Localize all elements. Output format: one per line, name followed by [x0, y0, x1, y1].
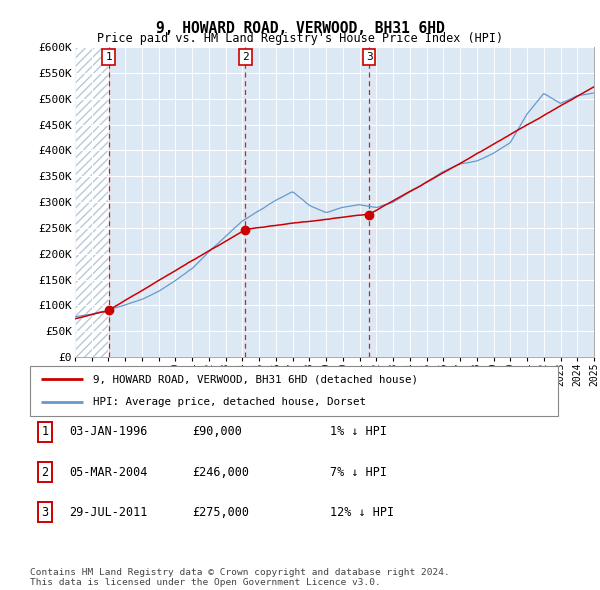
Bar: [75, 47, 109, 357]
Text: 03-JAN-1996: 03-JAN-1996: [69, 425, 148, 438]
Text: Contains HM Land Registry data © Crown copyright and database right 2024.
This d: Contains HM Land Registry data © Crown c…: [30, 568, 450, 587]
Text: 29-JUL-2011: 29-JUL-2011: [69, 506, 148, 519]
Text: £90,000: £90,000: [192, 425, 242, 438]
Text: £275,000: £275,000: [192, 506, 249, 519]
Text: 3: 3: [41, 506, 49, 519]
Text: 7% ↓ HPI: 7% ↓ HPI: [330, 466, 387, 478]
Text: HPI: Average price, detached house, Dorset: HPI: Average price, detached house, Dors…: [94, 398, 367, 408]
Text: 05-MAR-2004: 05-MAR-2004: [69, 466, 148, 478]
Text: 1: 1: [105, 52, 112, 62]
FancyBboxPatch shape: [30, 366, 558, 416]
Text: 9, HOWARD ROAD, VERWOOD, BH31 6HD: 9, HOWARD ROAD, VERWOOD, BH31 6HD: [155, 21, 445, 35]
Text: 1% ↓ HPI: 1% ↓ HPI: [330, 425, 387, 438]
Text: 12% ↓ HPI: 12% ↓ HPI: [330, 506, 394, 519]
Text: 2: 2: [242, 52, 249, 62]
Text: £246,000: £246,000: [192, 466, 249, 478]
Text: 2: 2: [41, 466, 49, 478]
Text: 9, HOWARD ROAD, VERWOOD, BH31 6HD (detached house): 9, HOWARD ROAD, VERWOOD, BH31 6HD (detac…: [94, 374, 418, 384]
Text: 3: 3: [366, 52, 373, 62]
Text: Price paid vs. HM Land Registry's House Price Index (HPI): Price paid vs. HM Land Registry's House …: [97, 32, 503, 45]
Bar: [75, 47, 109, 357]
Text: 1: 1: [41, 425, 49, 438]
